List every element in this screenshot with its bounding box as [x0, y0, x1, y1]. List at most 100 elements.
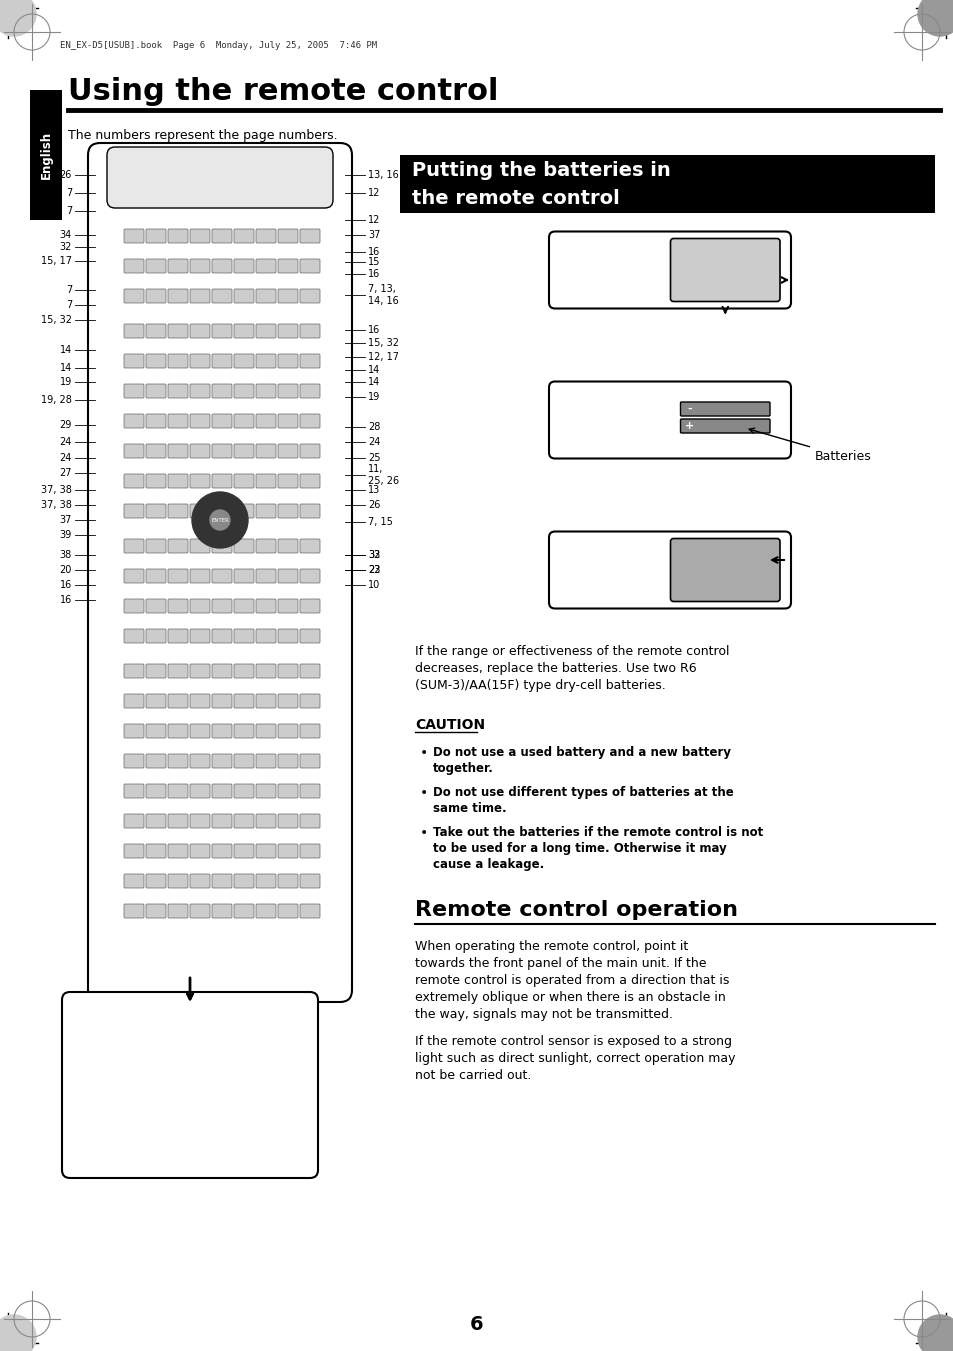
- Text: 7, 13,
14, 16: 7, 13, 14, 16: [368, 284, 398, 305]
- FancyBboxPatch shape: [88, 143, 352, 1002]
- FancyBboxPatch shape: [277, 384, 297, 399]
- FancyBboxPatch shape: [168, 539, 188, 553]
- Text: EN_EX-D5[USUB].book  Page 6  Monday, July 25, 2005  7:46 PM: EN_EX-D5[USUB].book Page 6 Monday, July …: [60, 41, 376, 50]
- FancyBboxPatch shape: [124, 289, 144, 303]
- Text: 37: 37: [368, 230, 380, 240]
- FancyBboxPatch shape: [124, 230, 144, 243]
- FancyBboxPatch shape: [277, 694, 297, 708]
- FancyBboxPatch shape: [233, 444, 253, 458]
- Text: 19: 19: [368, 392, 380, 403]
- FancyBboxPatch shape: [168, 874, 188, 888]
- Circle shape: [917, 0, 953, 36]
- FancyBboxPatch shape: [124, 694, 144, 708]
- FancyBboxPatch shape: [255, 784, 275, 798]
- Text: 7, 15: 7, 15: [368, 517, 393, 527]
- FancyBboxPatch shape: [168, 474, 188, 488]
- FancyBboxPatch shape: [233, 904, 253, 917]
- FancyBboxPatch shape: [233, 324, 253, 338]
- Text: extremely oblique or when there is an obstacle in: extremely oblique or when there is an ob…: [415, 992, 725, 1004]
- FancyBboxPatch shape: [124, 569, 144, 584]
- FancyBboxPatch shape: [299, 413, 319, 428]
- Text: 12: 12: [368, 215, 380, 226]
- FancyBboxPatch shape: [212, 815, 232, 828]
- FancyBboxPatch shape: [124, 874, 144, 888]
- FancyBboxPatch shape: [168, 844, 188, 858]
- FancyBboxPatch shape: [299, 844, 319, 858]
- FancyBboxPatch shape: [255, 259, 275, 273]
- Text: 7: 7: [66, 300, 71, 309]
- Text: 37, 38: 37, 38: [41, 485, 71, 494]
- FancyBboxPatch shape: [146, 904, 166, 917]
- FancyBboxPatch shape: [233, 598, 253, 613]
- Text: -: -: [686, 404, 691, 413]
- Text: Putting the batteries in: Putting the batteries in: [412, 161, 670, 180]
- FancyBboxPatch shape: [212, 444, 232, 458]
- Text: 26: 26: [59, 170, 71, 180]
- Text: 27: 27: [59, 467, 71, 478]
- Text: 13, 16: 13, 16: [368, 170, 398, 180]
- FancyBboxPatch shape: [299, 444, 319, 458]
- FancyBboxPatch shape: [277, 815, 297, 828]
- Text: 10: 10: [368, 580, 380, 590]
- FancyBboxPatch shape: [670, 239, 780, 301]
- Text: 12: 12: [368, 188, 380, 199]
- FancyBboxPatch shape: [548, 231, 790, 308]
- FancyBboxPatch shape: [299, 289, 319, 303]
- FancyBboxPatch shape: [168, 384, 188, 399]
- FancyBboxPatch shape: [212, 754, 232, 767]
- FancyBboxPatch shape: [146, 569, 166, 584]
- FancyBboxPatch shape: [168, 815, 188, 828]
- FancyBboxPatch shape: [190, 504, 210, 517]
- FancyBboxPatch shape: [212, 598, 232, 613]
- Text: 7: 7: [66, 205, 71, 216]
- FancyBboxPatch shape: [190, 663, 210, 678]
- FancyBboxPatch shape: [190, 539, 210, 553]
- FancyBboxPatch shape: [277, 259, 297, 273]
- Text: •: •: [419, 825, 428, 840]
- Text: 22: 22: [368, 565, 380, 576]
- FancyBboxPatch shape: [168, 413, 188, 428]
- Text: 14: 14: [368, 365, 380, 376]
- FancyBboxPatch shape: [168, 324, 188, 338]
- FancyBboxPatch shape: [233, 289, 253, 303]
- FancyBboxPatch shape: [146, 259, 166, 273]
- Text: 7: 7: [66, 188, 71, 199]
- FancyBboxPatch shape: [255, 539, 275, 553]
- FancyBboxPatch shape: [299, 384, 319, 399]
- Text: 15, 32: 15, 32: [41, 315, 71, 326]
- Text: 14: 14: [60, 345, 71, 355]
- Text: to be used for a long time. Otherwise it may: to be used for a long time. Otherwise it…: [433, 842, 726, 855]
- Text: 16: 16: [60, 580, 71, 590]
- FancyBboxPatch shape: [124, 724, 144, 738]
- FancyBboxPatch shape: [233, 663, 253, 678]
- FancyBboxPatch shape: [124, 474, 144, 488]
- FancyBboxPatch shape: [212, 504, 232, 517]
- FancyBboxPatch shape: [233, 230, 253, 243]
- FancyBboxPatch shape: [212, 474, 232, 488]
- FancyBboxPatch shape: [190, 724, 210, 738]
- Text: •: •: [419, 746, 428, 761]
- Text: towards the front panel of the main unit. If the: towards the front panel of the main unit…: [415, 957, 706, 970]
- FancyBboxPatch shape: [233, 539, 253, 553]
- FancyBboxPatch shape: [255, 324, 275, 338]
- FancyBboxPatch shape: [255, 230, 275, 243]
- FancyBboxPatch shape: [146, 874, 166, 888]
- FancyBboxPatch shape: [190, 324, 210, 338]
- FancyBboxPatch shape: [255, 413, 275, 428]
- FancyBboxPatch shape: [190, 874, 210, 888]
- FancyBboxPatch shape: [233, 354, 253, 367]
- FancyBboxPatch shape: [255, 384, 275, 399]
- FancyBboxPatch shape: [124, 754, 144, 767]
- FancyBboxPatch shape: [233, 754, 253, 767]
- FancyBboxPatch shape: [190, 444, 210, 458]
- FancyBboxPatch shape: [146, 384, 166, 399]
- FancyBboxPatch shape: [212, 413, 232, 428]
- Text: 37, 38: 37, 38: [41, 500, 71, 509]
- Circle shape: [917, 1315, 953, 1351]
- Text: same time.: same time.: [433, 802, 506, 815]
- FancyBboxPatch shape: [299, 663, 319, 678]
- Text: 20: 20: [59, 565, 71, 576]
- FancyBboxPatch shape: [548, 381, 790, 458]
- FancyBboxPatch shape: [212, 230, 232, 243]
- FancyBboxPatch shape: [255, 663, 275, 678]
